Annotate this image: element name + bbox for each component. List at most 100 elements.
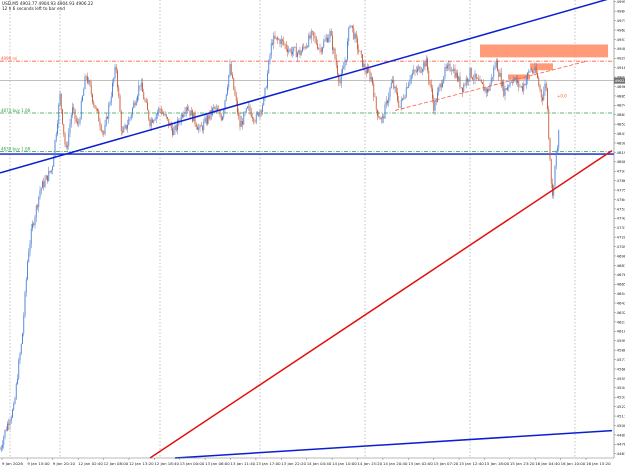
candle-body [385,105,386,119]
price-tick-label: 4797 [617,169,625,174]
candle-body [283,41,284,44]
candle-body [448,64,449,65]
candle-body [441,84,442,87]
candle-body [388,97,389,103]
candle-body [412,73,413,75]
candle-body [366,71,367,74]
bar-timer: 12 h 6 seconds left to bar end [2,6,65,11]
candle-body [376,97,377,110]
candle-body [80,119,81,123]
candle-body [266,88,267,89]
time-tick-label: 13 Jan 00:00 [180,461,205,466]
price-tick-label: 4698 [617,253,625,258]
candle-body [248,106,249,107]
candle-body [290,49,291,50]
candle-body [375,97,376,98]
candle-body [50,171,51,172]
candle-body [82,96,83,101]
candle-body [185,112,186,114]
trendline [175,431,612,458]
candle-body [435,101,436,111]
candle-body [115,67,116,78]
candle-body [528,72,529,73]
candle-body [555,166,556,186]
candle-body [112,83,113,97]
candle-body [443,76,444,82]
candle-body [231,64,232,75]
candle-body [282,39,283,40]
candle-body [165,114,166,115]
candle-body [245,112,246,113]
candle-body [183,114,184,117]
candle-body [391,83,392,88]
candle-body [133,103,134,108]
price-tick-label: 4643 [617,300,625,305]
candle-body [355,34,356,39]
candle-body [3,437,4,445]
candle-body [481,80,482,82]
candle-body [141,83,142,87]
candle-body [418,67,419,69]
candle-body [558,130,559,148]
candle-body [38,197,39,207]
candle-body [492,77,493,78]
candle-body [253,118,254,121]
time-tick-label: 13 Jan 11:40 [231,461,256,466]
price-tick-label: 4929 [617,56,625,61]
candle-body [398,100,399,106]
candle-body [287,49,288,52]
candle-body [470,68,471,80]
candle-body [452,71,453,72]
time-tick-label: 9 Jan 20:10 [53,461,76,466]
candle-body [246,108,247,112]
candle-body [235,90,236,96]
price-tick-label: 4555 [617,376,625,381]
candle-body [122,131,123,132]
candle-body [305,47,306,48]
candle-body [187,107,188,109]
candle-body [527,73,528,80]
candle-body [271,43,272,55]
candle-body [333,49,334,50]
candle-body [432,89,433,99]
candle-body [120,96,121,112]
candle-body [411,75,412,79]
candle-body [208,116,209,120]
candle-body [463,85,464,92]
candle-body [332,36,333,50]
candle-body [351,26,352,27]
candle-body [7,424,8,431]
candle-body [298,50,299,53]
supply-zone [530,63,553,70]
candle-body [308,35,309,46]
candle-body [427,59,428,71]
price-tick-label: 4687 [617,263,625,268]
candles-layer [0,25,559,453]
time-tick-label: 13 Jan 17:00 [256,461,281,466]
candle-body [542,97,543,100]
candle-body [486,88,487,92]
candle-body [518,80,519,86]
candle-body [51,170,52,172]
candle-body [286,45,287,49]
candle-body [476,74,477,79]
candle-body [162,113,163,114]
candle-body [337,65,338,74]
candle-body [372,77,373,84]
candle-body [117,71,118,88]
candle-body [33,224,34,225]
candle-body [356,34,357,39]
price-tick-label: 4720 [617,235,625,240]
supply-zone [480,45,608,58]
candle-body [27,262,28,279]
candle-body [357,39,358,50]
candle-body [387,101,388,103]
candle-body [525,84,526,85]
candle-body [292,51,293,54]
candle-body [402,98,403,99]
candle-body [386,101,387,105]
candle-body [213,107,214,108]
